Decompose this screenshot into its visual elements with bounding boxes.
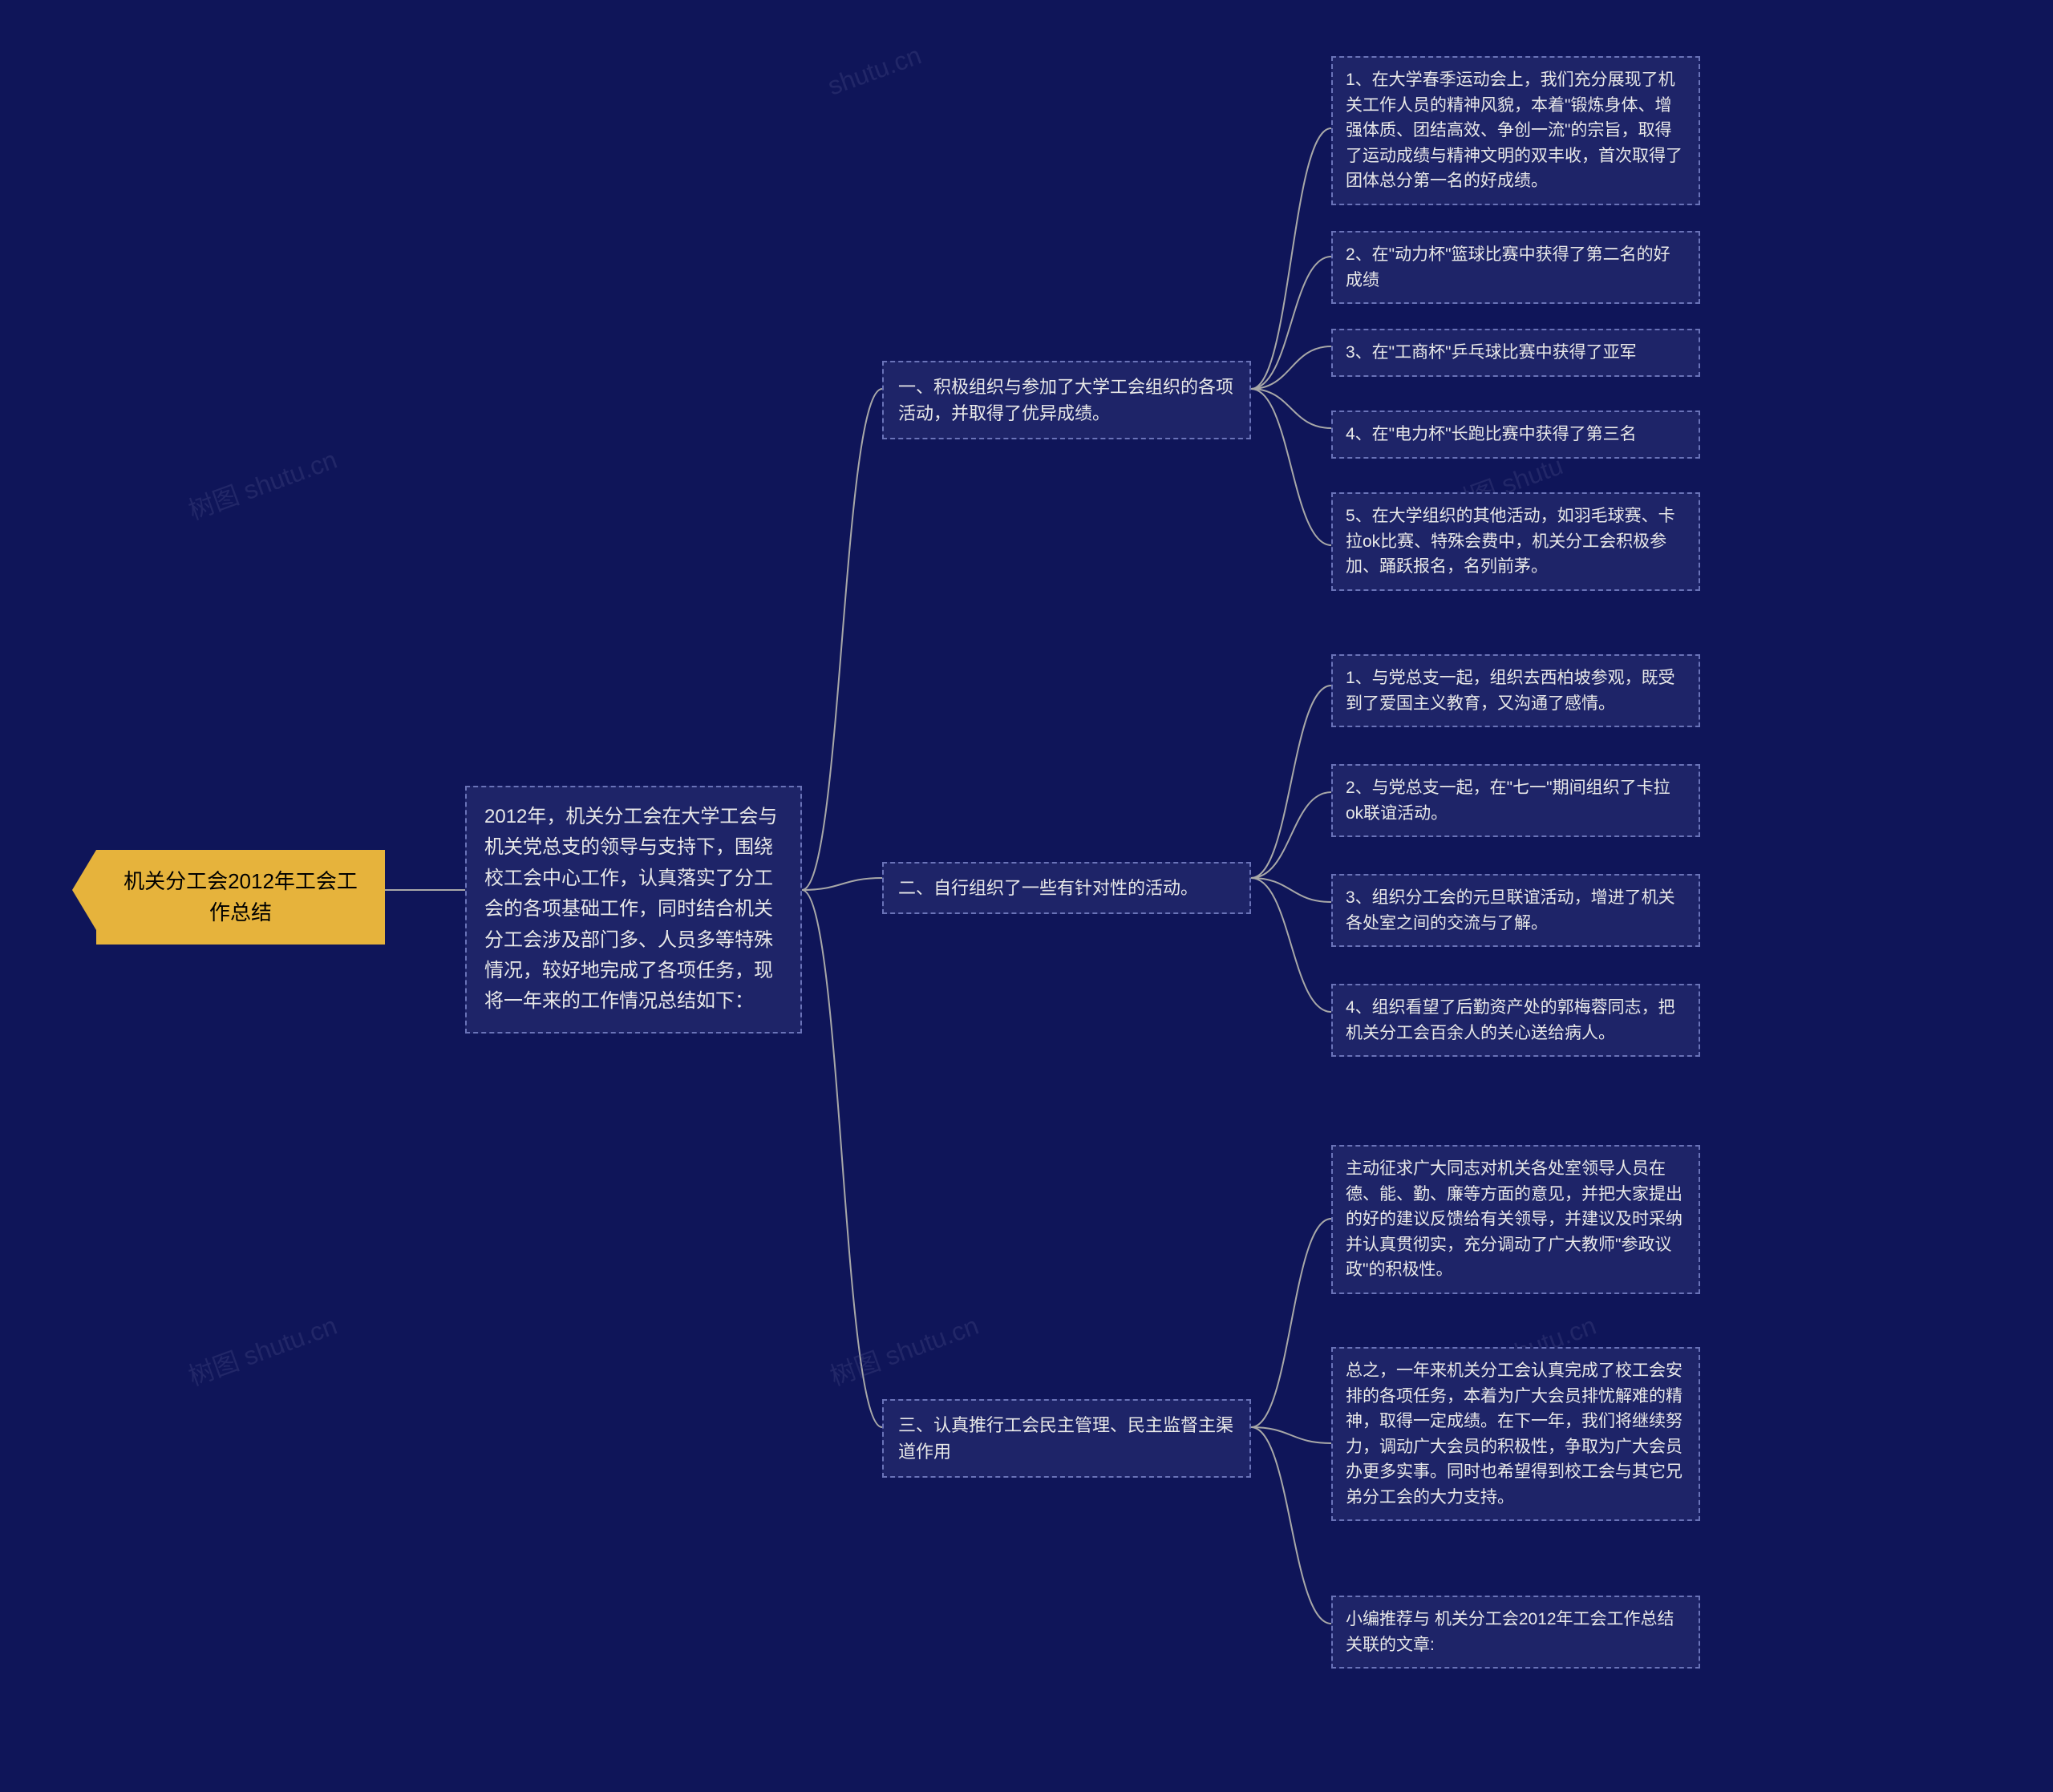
- root-arrow-icon: [72, 850, 96, 930]
- leaf-node[interactable]: 小编推荐与 机关分工会2012年工会工作总结 关联的文章:: [1331, 1596, 1700, 1669]
- branch-label: 一、积极组织与参加了大学工会组织的各项活动，并取得了优异成绩。: [898, 377, 1233, 423]
- leaf-node[interactable]: 3、组织分工会的元旦联谊活动，增进了机关各处室之间的交流与了解。: [1331, 874, 1700, 947]
- leaf-text: 小编推荐与 机关分工会2012年工会工作总结 关联的文章:: [1346, 1610, 1674, 1654]
- leaf-node[interactable]: 总之，一年来机关分工会认真完成了校工会安排的各项任务，本着为广大会员排忧解难的精…: [1331, 1347, 1700, 1521]
- leaf-node[interactable]: 4、在"电力杯"长跑比赛中获得了第三名: [1331, 411, 1700, 459]
- leaf-node[interactable]: 3、在"工商杯"乒乓球比赛中获得了亚军: [1331, 329, 1700, 377]
- leaf-node[interactable]: 4、组织看望了后勤资产处的郭梅蓉同志，把机关分工会百余人的关心送给病人。: [1331, 984, 1700, 1057]
- branch-node-2[interactable]: 二、自行组织了一些有针对性的活动。: [882, 862, 1251, 914]
- root-node[interactable]: 机关分工会2012年工会工作总结: [96, 850, 385, 945]
- leaf-text: 3、组织分工会的元旦联谊活动，增进了机关各处室之间的交流与了解。: [1346, 888, 1675, 932]
- branch-label: 二、自行组织了一些有针对性的活动。: [898, 878, 1198, 898]
- branch-label: 三、认真推行工会民主管理、民主监督主渠道作用: [898, 1415, 1233, 1462]
- leaf-text: 3、在"工商杯"乒乓球比赛中获得了亚军: [1346, 343, 1637, 362]
- leaf-text: 4、组织看望了后勤资产处的郭梅蓉同志，把机关分工会百余人的关心送给病人。: [1346, 998, 1675, 1042]
- watermark: shutu.cn: [824, 40, 925, 101]
- leaf-text: 4、在"电力杯"长跑比赛中获得了第三名: [1346, 425, 1637, 443]
- leaf-text: 5、在大学组织的其他活动，如羽毛球赛、卡拉ok比赛、特殊会费中，机关分工会积极参…: [1346, 507, 1675, 576]
- branch-node-3[interactable]: 三、认真推行工会民主管理、民主监督主渠道作用: [882, 1399, 1251, 1478]
- watermark: 树图 shutu.cn: [824, 1305, 983, 1394]
- leaf-node[interactable]: 2、在"动力杯"篮球比赛中获得了第二名的好成绩: [1331, 231, 1700, 304]
- leaf-text: 1、与党总支一起，组织去西柏坡参观，既受到了爱国主义教育，又沟通了感情。: [1346, 669, 1675, 713]
- root-label: 机关分工会2012年工会工作总结: [124, 869, 358, 924]
- leaf-node[interactable]: 主动征求广大同志对机关各处室领导人员在德、能、勤、廉等方面的意见，并把大家提出的…: [1331, 1145, 1700, 1294]
- leaf-node[interactable]: 1、与党总支一起，组织去西柏坡参观，既受到了爱国主义教育，又沟通了感情。: [1331, 654, 1700, 727]
- branch-node-1[interactable]: 一、积极组织与参加了大学工会组织的各项活动，并取得了优异成绩。: [882, 361, 1251, 439]
- leaf-node[interactable]: 2、与党总支一起，在"七一"期间组织了卡拉ok联谊活动。: [1331, 764, 1700, 837]
- watermark: 树图 shutu.cn: [183, 1305, 342, 1394]
- leaf-text: 2、在"动力杯"篮球比赛中获得了第二名的好成绩: [1346, 245, 1670, 289]
- intro-text: 2012年，机关分工会在大学工会与机关党总支的领导与支持下，围绕校工会中心工作，…: [484, 806, 777, 1012]
- leaf-text: 主动征求广大同志对机关各处室领导人员在德、能、勤、廉等方面的意见，并把大家提出的…: [1346, 1159, 1682, 1279]
- leaf-text: 1、在大学春季运动会上，我们充分展现了机关工作人员的精神风貌，本着"锻炼身体、增…: [1346, 71, 1682, 190]
- leaf-node[interactable]: 1、在大学春季运动会上，我们充分展现了机关工作人员的精神风貌，本着"锻炼身体、增…: [1331, 56, 1700, 205]
- watermark: 树图 shutu.cn: [183, 439, 342, 528]
- leaf-text: 总之，一年来机关分工会认真完成了校工会安排的各项任务，本着为广大会员排忧解难的精…: [1346, 1361, 1682, 1507]
- intro-node[interactable]: 2012年，机关分工会在大学工会与机关党总支的领导与支持下，围绕校工会中心工作，…: [465, 786, 802, 1034]
- leaf-node[interactable]: 5、在大学组织的其他活动，如羽毛球赛、卡拉ok比赛、特殊会费中，机关分工会积极参…: [1331, 492, 1700, 591]
- leaf-text: 2、与党总支一起，在"七一"期间组织了卡拉ok联谊活动。: [1346, 779, 1670, 823]
